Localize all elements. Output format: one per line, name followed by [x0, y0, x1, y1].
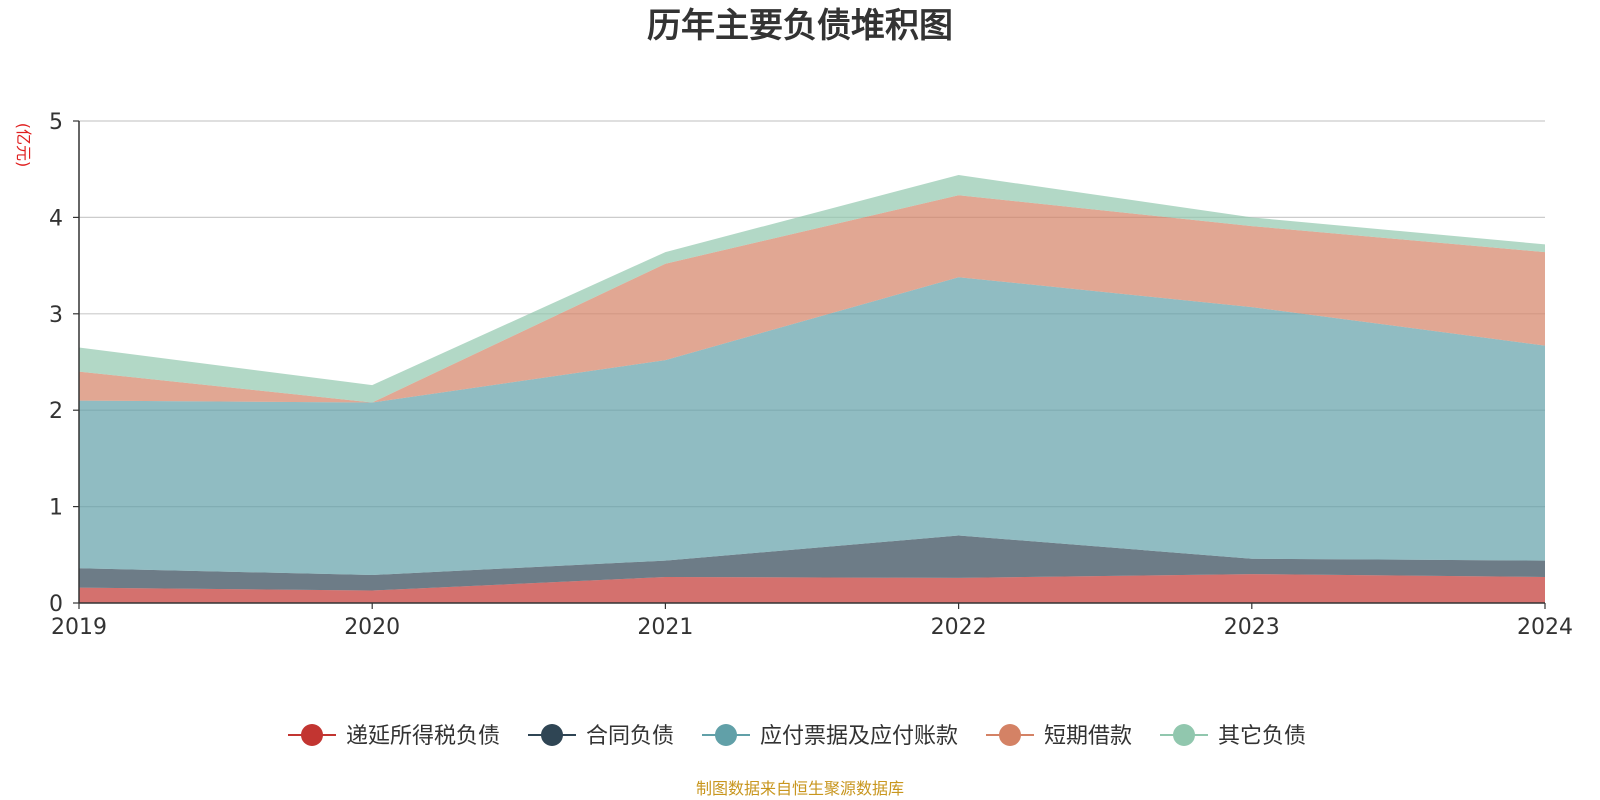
legend-label: 短期借款 [1044, 724, 1132, 749]
legend-item-0[interactable]: 递延所得税负债 [287, 724, 500, 749]
legend-item-2[interactable]: 应付票据及应付账款 [701, 724, 958, 749]
legend-label: 应付票据及应付账款 [760, 724, 958, 749]
legend-item-3[interactable]: 短期借款 [986, 724, 1132, 749]
area-series-0 [79, 574, 1545, 603]
x-tick-label: 2024 [1517, 615, 1573, 640]
y-tick-label: 5 [49, 110, 63, 135]
data-source-note: 制图数据来自恒生聚源数据库 [696, 779, 904, 798]
legend[interactable]: 递延所得税负债 合同负债 应付票据及应付账款 短期借款 其它负债 [287, 724, 1306, 749]
x-tick-label: 2020 [344, 615, 400, 640]
area-series-1 [79, 535, 1545, 591]
x-tick-label: 2021 [637, 615, 693, 640]
legend-dot-marker [714, 724, 737, 746]
chart-title: 历年主要负债堆积图 [647, 6, 953, 46]
legend-item-4[interactable]: 其它负债 [1160, 724, 1306, 749]
legend-label: 合同负债 [586, 724, 674, 749]
stacked-areas [79, 175, 1545, 603]
y-axis-unit-label: (亿元) [14, 123, 33, 168]
y-tick-label: 0 [49, 592, 63, 617]
x-tick-label: 2022 [931, 615, 987, 640]
legend-dot-marker [999, 724, 1022, 746]
legend-item-1[interactable]: 合同负债 [527, 724, 674, 749]
y-tick-label: 1 [49, 496, 63, 521]
y-tick-label: 2 [49, 399, 63, 424]
x-tick-label: 2019 [51, 615, 107, 640]
legend-dot-marker [540, 724, 563, 746]
x-tick-label: 2023 [1224, 615, 1280, 640]
y-tick-label: 4 [49, 206, 63, 231]
legend-dot-marker [300, 724, 323, 746]
legend-label: 其它负债 [1218, 724, 1306, 749]
legend-label: 递延所得税负债 [346, 724, 500, 749]
area-series-3 [79, 195, 1545, 403]
axes: 0 1 2 3 4 5 2019 2020 2021 2022 2023 2024 [49, 110, 1573, 640]
legend-dot-marker [1173, 724, 1196, 746]
area-series-4 [79, 175, 1545, 403]
area-series-2 [79, 277, 1545, 575]
y-tick-label: 3 [49, 303, 63, 328]
